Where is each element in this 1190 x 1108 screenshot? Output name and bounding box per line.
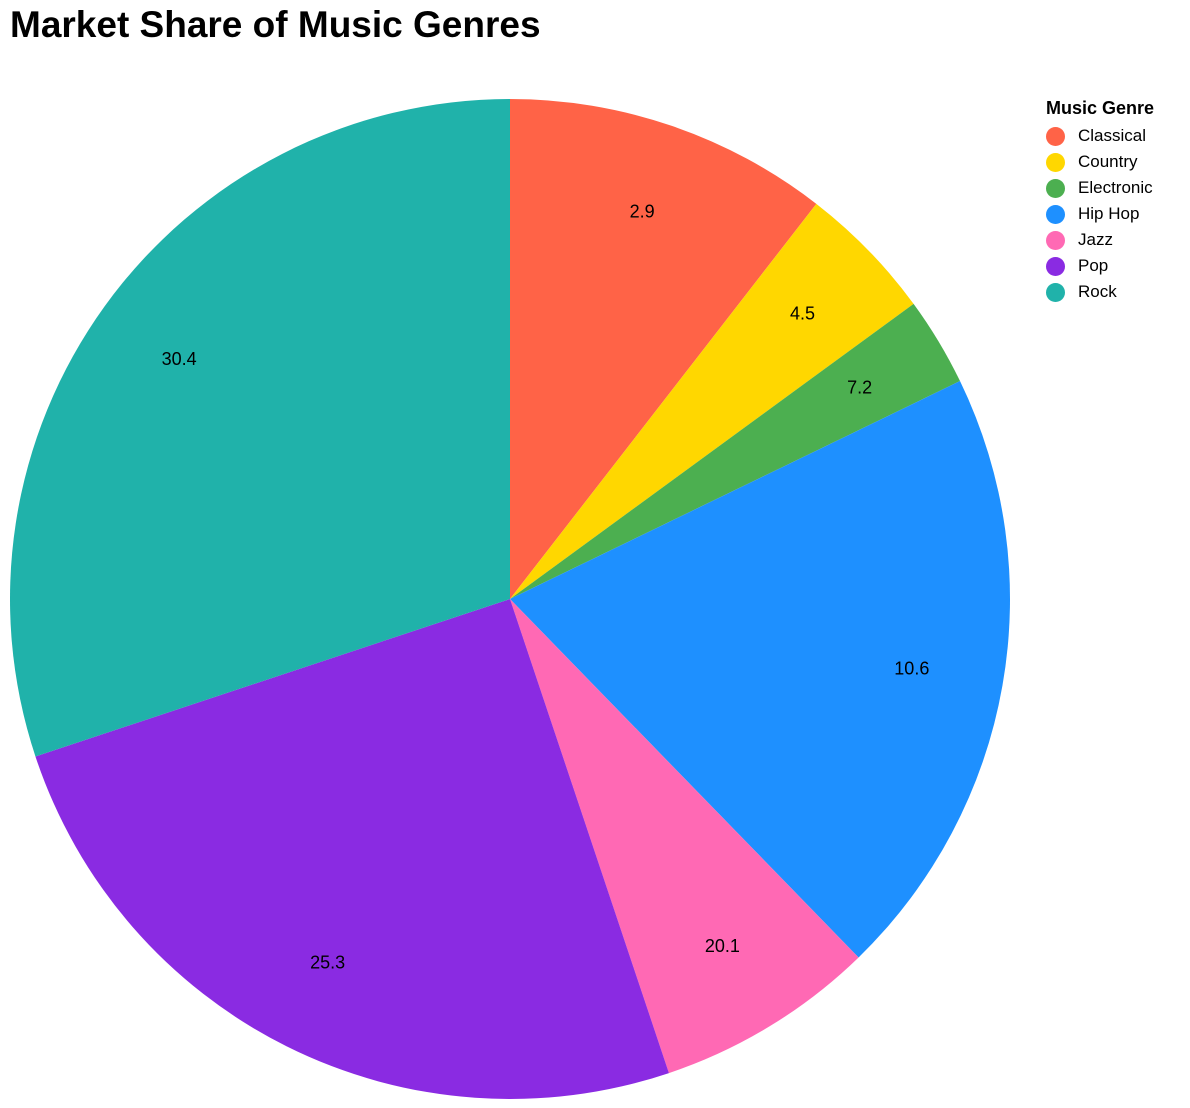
legend-swatch (1046, 230, 1065, 250)
legend-item-jazz: Jazz (1046, 227, 1154, 253)
legend-item-country: Country (1046, 149, 1154, 175)
data-label: 25.3 (310, 953, 345, 973)
legend-items: Classical Country Electronic Hip Hop Jazz Pop… (1046, 123, 1154, 305)
pie-slice-country (510, 203, 914, 599)
data-label: 2.9 (630, 202, 655, 222)
chart-title: Market Share of Music Genres (10, 4, 541, 45)
pie-slice-hip-hop (510, 381, 1011, 958)
data-label: 30.4 (162, 349, 197, 369)
legend-swatch (1046, 152, 1065, 172)
legend-label: Classical (1078, 126, 1147, 145)
legend-label: Jazz (1078, 230, 1113, 249)
legend-item-hip-hop: Hip Hop (1046, 201, 1154, 227)
legend-label: Pop (1078, 256, 1109, 275)
pie-data-labels: 2.9 4.5 7.2 10.6 20.1 25.3 30.4 (162, 202, 930, 973)
legend-item-classical: Classical (1046, 123, 1154, 149)
legend-swatch (1046, 204, 1065, 224)
legend-title: Music Genre (1046, 98, 1155, 118)
pie-slice-classical (510, 99, 817, 599)
data-label: 20.1 (705, 936, 740, 956)
legend-swatch (1046, 282, 1065, 302)
pie-slices (9, 99, 1011, 1099)
legend-item-pop: Pop (1046, 253, 1154, 279)
legend-item-electronic: Electronic (1046, 175, 1154, 201)
legend-label: Hip Hop (1078, 204, 1140, 223)
legend-label: Rock (1078, 282, 1117, 301)
legend-label: Country (1078, 152, 1138, 171)
pie-slice-electronic (510, 303, 961, 599)
pie-slice-pop (35, 599, 669, 1099)
legend: Music Genre Classical Country Electronic Hi… (1046, 98, 1154, 305)
legend-item-rock: Rock (1046, 279, 1154, 305)
legend-swatch (1046, 178, 1065, 198)
pie-slice-jazz (510, 599, 859, 1074)
data-label: 4.5 (790, 303, 815, 323)
pie-slice-rock (9, 99, 511, 757)
legend-label: Electronic (1078, 178, 1153, 197)
data-label: 10.6 (894, 658, 929, 678)
legend-swatch (1046, 126, 1065, 146)
legend-swatch (1046, 256, 1065, 276)
data-label: 7.2 (847, 378, 872, 398)
